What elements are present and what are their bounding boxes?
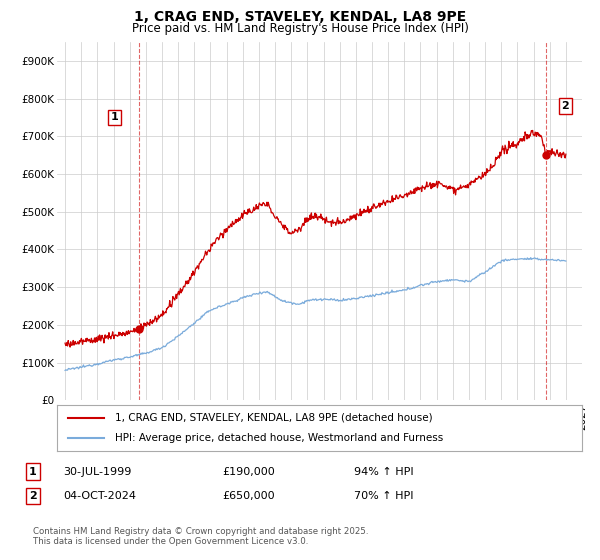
- Text: 2: 2: [29, 491, 37, 501]
- Text: £190,000: £190,000: [222, 466, 275, 477]
- Text: 1, CRAG END, STAVELEY, KENDAL, LA8 9PE: 1, CRAG END, STAVELEY, KENDAL, LA8 9PE: [134, 10, 466, 24]
- Text: 1: 1: [111, 113, 119, 123]
- Text: 04-OCT-2024: 04-OCT-2024: [63, 491, 136, 501]
- Text: £650,000: £650,000: [222, 491, 275, 501]
- Text: 30-JUL-1999: 30-JUL-1999: [63, 466, 131, 477]
- Text: 1: 1: [29, 466, 37, 477]
- Text: 94% ↑ HPI: 94% ↑ HPI: [354, 466, 413, 477]
- Text: HPI: Average price, detached house, Westmorland and Furness: HPI: Average price, detached house, West…: [115, 433, 443, 443]
- Text: 1, CRAG END, STAVELEY, KENDAL, LA8 9PE (detached house): 1, CRAG END, STAVELEY, KENDAL, LA8 9PE (…: [115, 413, 433, 423]
- Text: Price paid vs. HM Land Registry's House Price Index (HPI): Price paid vs. HM Land Registry's House …: [131, 22, 469, 35]
- Text: 2: 2: [562, 101, 569, 111]
- Text: 70% ↑ HPI: 70% ↑ HPI: [354, 491, 413, 501]
- Text: Contains HM Land Registry data © Crown copyright and database right 2025.
This d: Contains HM Land Registry data © Crown c…: [33, 526, 368, 546]
